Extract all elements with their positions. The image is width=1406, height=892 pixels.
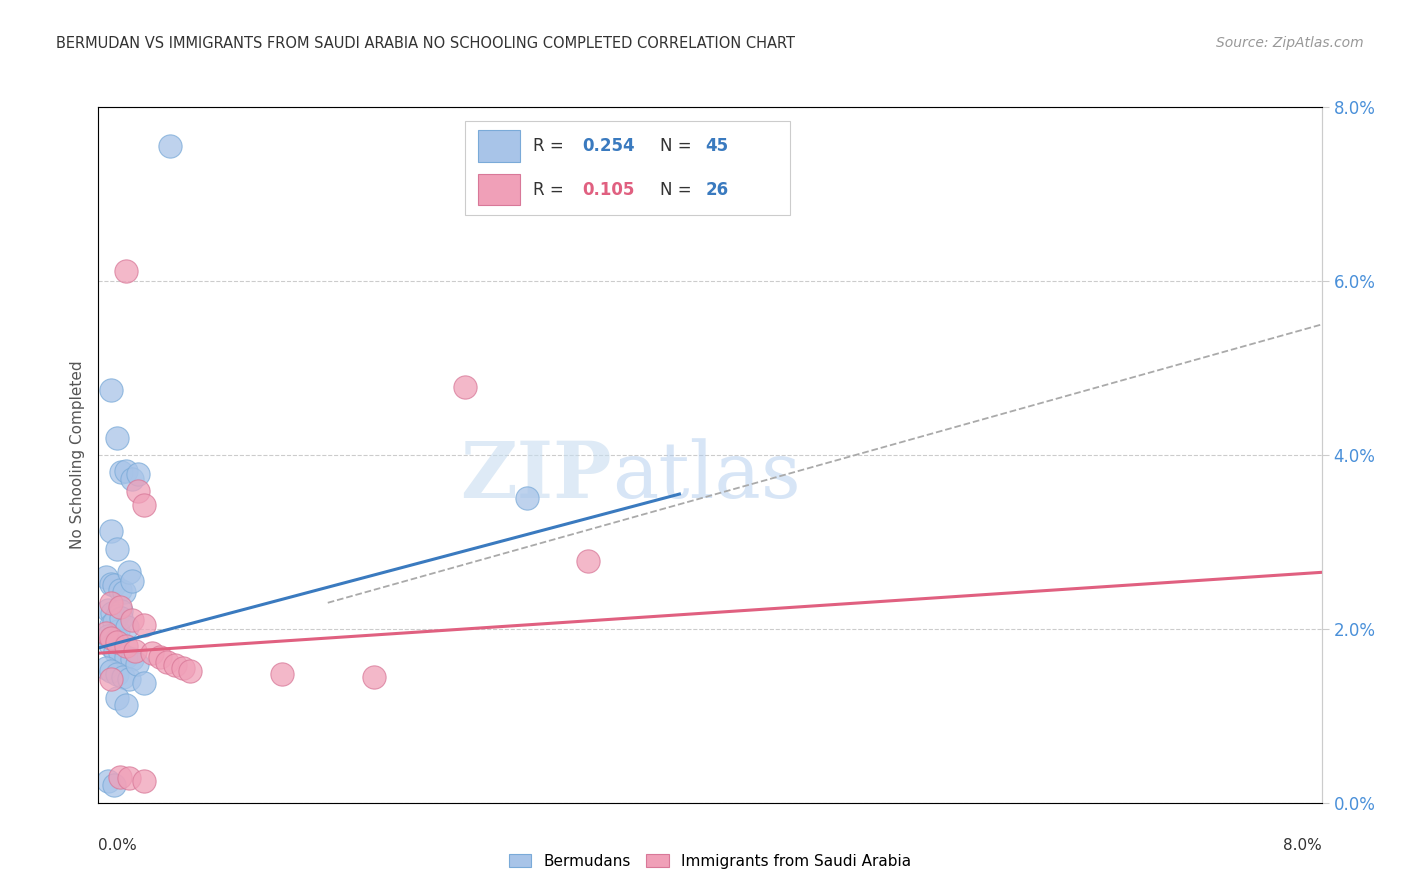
Point <box>118 673 141 687</box>
Point <box>100 639 122 653</box>
Point <box>454 380 477 394</box>
Point <box>270 667 294 681</box>
Point <box>105 691 128 706</box>
Text: Source: ZipAtlas.com: Source: ZipAtlas.com <box>1216 36 1364 50</box>
Point <box>134 675 156 690</box>
Point <box>97 603 120 617</box>
Point <box>125 657 148 671</box>
Point <box>115 263 138 277</box>
Text: ZIP: ZIP <box>461 438 612 514</box>
Point <box>100 664 122 678</box>
Point <box>100 673 122 687</box>
Point <box>108 600 131 615</box>
Text: 8.0%: 8.0% <box>1282 838 1322 854</box>
Point <box>134 774 156 789</box>
Point <box>115 639 138 653</box>
Point <box>163 658 186 673</box>
Point <box>121 574 143 588</box>
Point <box>103 778 125 792</box>
Point <box>100 596 122 610</box>
Point <box>107 624 129 638</box>
Point <box>134 617 156 632</box>
Point <box>108 770 131 784</box>
Point <box>127 467 149 481</box>
Point <box>121 652 143 666</box>
Point <box>115 698 138 713</box>
Point <box>101 631 124 645</box>
Point <box>141 646 163 660</box>
Point <box>576 554 599 568</box>
Point <box>363 670 385 684</box>
Point <box>108 646 131 660</box>
Point <box>100 631 122 645</box>
Point <box>118 566 141 580</box>
Point <box>104 643 127 657</box>
Point <box>105 541 128 556</box>
Point <box>105 608 128 623</box>
Text: BERMUDAN VS IMMIGRANTS FROM SAUDI ARABIA NO SCHOOLING COMPLETED CORRELATION CHAR: BERMUDAN VS IMMIGRANTS FROM SAUDI ARABIA… <box>56 36 796 51</box>
Point <box>110 466 132 480</box>
Point <box>100 576 122 591</box>
Point <box>156 655 179 669</box>
Point <box>103 578 125 592</box>
Point <box>515 491 537 506</box>
Point <box>100 617 122 632</box>
Point <box>108 582 131 597</box>
Point <box>127 484 149 499</box>
Point <box>121 613 143 627</box>
Point <box>149 649 172 664</box>
Y-axis label: No Schooling Completed: No Schooling Completed <box>70 360 86 549</box>
Point <box>105 431 128 445</box>
Point <box>111 670 134 684</box>
Point <box>121 472 143 486</box>
Point <box>124 643 146 657</box>
Point <box>172 661 194 675</box>
Point <box>100 383 122 397</box>
Point <box>97 629 120 643</box>
Point <box>117 620 139 634</box>
Point <box>110 611 132 625</box>
Point <box>97 774 120 789</box>
Point <box>179 664 201 678</box>
Point <box>105 632 128 647</box>
Text: 0.0%: 0.0% <box>98 838 138 854</box>
Text: atlas: atlas <box>612 438 801 514</box>
Point <box>110 605 132 619</box>
Point <box>103 615 125 629</box>
Point <box>112 585 135 599</box>
Point <box>94 626 117 640</box>
Point <box>118 772 141 786</box>
Point <box>94 661 117 675</box>
Point <box>115 464 138 478</box>
Point <box>101 606 124 620</box>
Point <box>100 524 122 539</box>
Point <box>134 499 156 513</box>
Legend: Bermudans, Immigrants from Saudi Arabia: Bermudans, Immigrants from Saudi Arabia <box>502 848 918 875</box>
Point <box>94 570 117 584</box>
Point <box>115 649 138 664</box>
Point <box>105 635 128 649</box>
Point <box>105 667 128 681</box>
Point <box>159 139 181 153</box>
